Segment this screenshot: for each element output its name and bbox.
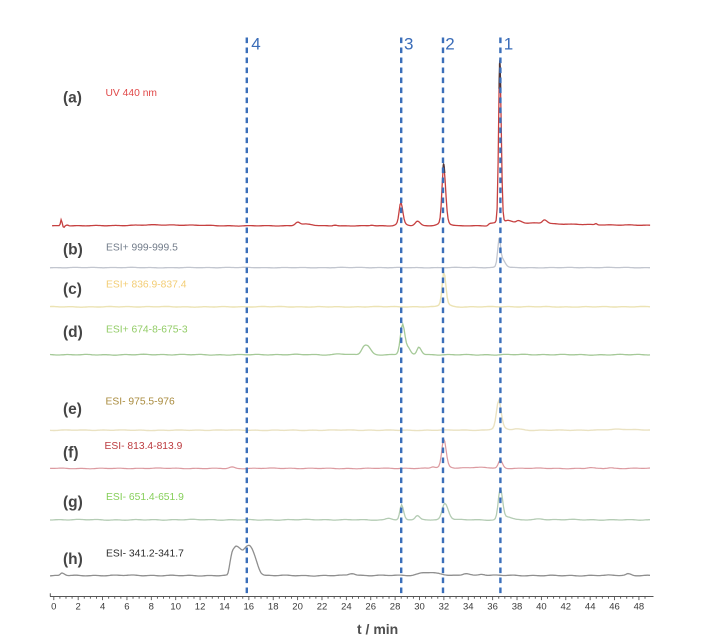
svg-text:ESI- 651.4-651.9: ESI- 651.4-651.9 (106, 492, 184, 503)
svg-text:2: 2 (445, 35, 454, 54)
svg-text:18: 18 (268, 602, 279, 613)
svg-text:(g): (g) (63, 494, 83, 511)
svg-text:UV 440 nm: UV 440 nm (106, 88, 158, 99)
svg-text:38: 38 (512, 602, 523, 613)
svg-text:42: 42 (561, 602, 572, 613)
svg-text:14: 14 (219, 602, 230, 613)
svg-text:44: 44 (585, 602, 596, 613)
svg-text:0: 0 (51, 602, 56, 613)
svg-text:2: 2 (76, 602, 81, 613)
svg-text:12: 12 (195, 602, 206, 613)
svg-text:t / min: t / min (357, 621, 398, 637)
svg-text:ESI- 975.5-976: ESI- 975.5-976 (106, 397, 176, 408)
svg-text:20: 20 (292, 602, 303, 613)
svg-text:40: 40 (536, 602, 547, 613)
svg-text:ESI+ 836.9-837.4: ESI+ 836.9-837.4 (106, 280, 187, 291)
svg-text:4: 4 (251, 35, 260, 54)
svg-text:6: 6 (124, 602, 129, 613)
svg-text:30: 30 (414, 602, 425, 613)
svg-text:(e): (e) (63, 401, 82, 418)
svg-text:24: 24 (341, 602, 352, 613)
svg-text:28: 28 (390, 602, 401, 613)
svg-text:26: 26 (365, 602, 376, 613)
svg-text:ESI+ 999-999.5: ESI+ 999-999.5 (106, 243, 178, 254)
svg-text:ESI- 813.4-813.9: ESI- 813.4-813.9 (105, 441, 183, 452)
svg-text:1: 1 (504, 35, 513, 54)
svg-text:46: 46 (609, 602, 620, 613)
svg-text:16: 16 (244, 602, 255, 613)
svg-text:8: 8 (149, 602, 154, 613)
svg-text:48: 48 (634, 602, 645, 613)
svg-text:32: 32 (439, 602, 450, 613)
svg-text:(c): (c) (63, 281, 82, 298)
svg-text:ESI- 341.2-341.7: ESI- 341.2-341.7 (106, 549, 184, 560)
svg-text:4: 4 (100, 602, 105, 613)
svg-text:(a): (a) (63, 90, 82, 107)
svg-text:3: 3 (404, 35, 413, 54)
svg-text:34: 34 (463, 602, 474, 613)
svg-text:(f): (f) (63, 445, 79, 462)
svg-text:10: 10 (170, 602, 181, 613)
svg-text:(h): (h) (63, 551, 83, 568)
svg-text:ESI+ 674-8-675-3: ESI+ 674-8-675-3 (106, 324, 188, 335)
svg-text:(d): (d) (63, 324, 83, 341)
svg-text:22: 22 (317, 602, 328, 613)
svg-text:(b): (b) (63, 242, 83, 259)
svg-text:36: 36 (487, 602, 498, 613)
